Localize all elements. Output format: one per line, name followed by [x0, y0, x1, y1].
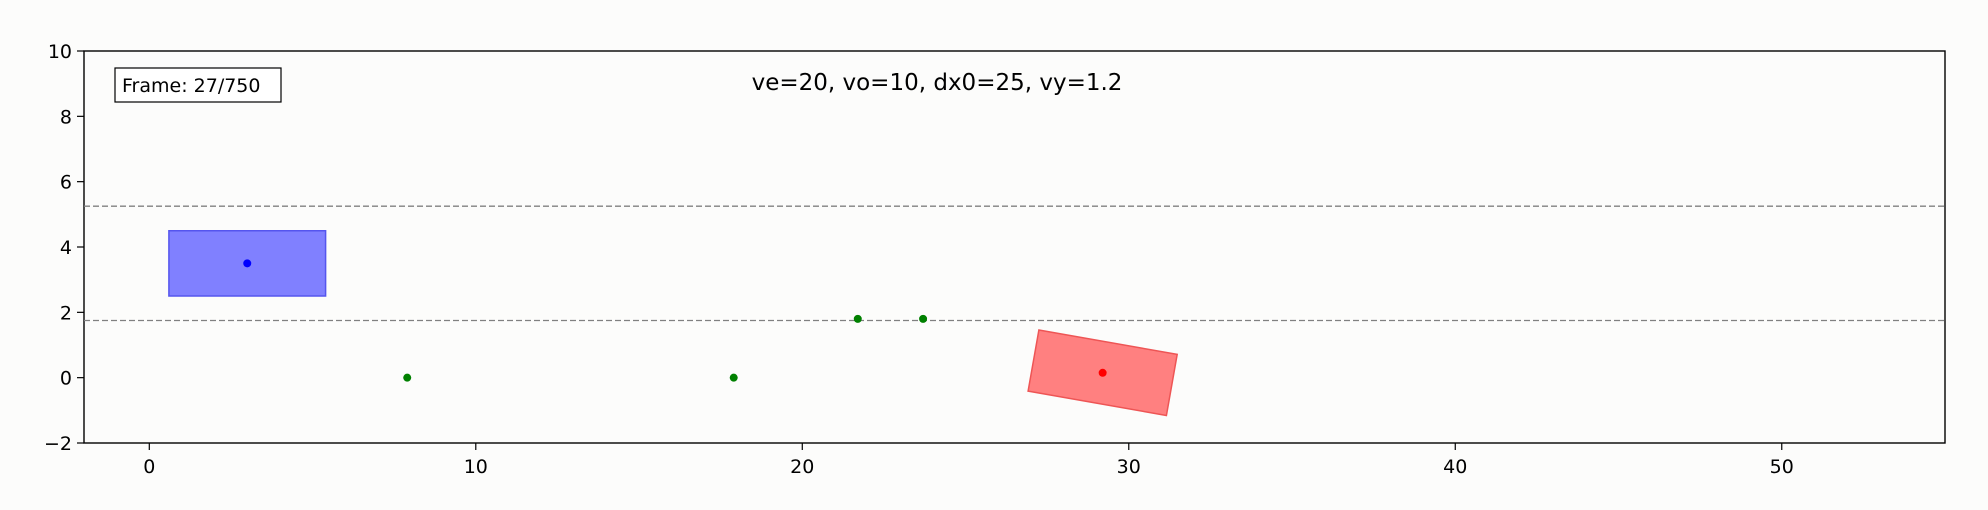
x-tick-label: 40	[1443, 456, 1467, 478]
waypoints	[403, 314, 928, 382]
waypoint-1	[729, 373, 738, 382]
x-tick-label: 30	[1117, 456, 1141, 478]
x-axis-ticks: 0 10 20 30 40 50	[143, 443, 1794, 478]
chart-title: ve=20, vo=10, dx0=25, vy=1.2	[752, 70, 1123, 96]
plot-axes-frame	[83, 50, 1946, 444]
y-tick-label: 6	[60, 172, 72, 194]
y-tick-label: 4	[60, 237, 72, 259]
x-tick-label: 10	[464, 456, 488, 478]
y-tick-label: 0	[60, 368, 72, 390]
waypoint-0	[403, 373, 412, 382]
y-axis-ticks: −2 0 2 4 6 8 10	[44, 41, 84, 455]
waypoint-3	[919, 314, 928, 323]
x-tick-label: 50	[1770, 456, 1794, 478]
y-tick-label: 8	[60, 106, 72, 128]
lane-lines	[84, 205, 1945, 322]
x-tick-label: 0	[143, 456, 155, 478]
y-tick-label: 10	[48, 41, 72, 63]
frame-counter-box	[114, 67, 282, 103]
x-tick-label: 20	[790, 456, 814, 478]
other-vehicle-center	[1098, 368, 1107, 377]
y-tick-label: −2	[44, 433, 72, 455]
y-tick-label: 2	[60, 302, 72, 324]
ego-vehicle	[168, 229, 327, 297]
waypoint-2	[853, 314, 862, 323]
other-vehicle	[1027, 329, 1179, 417]
ego-vehicle-center	[243, 259, 252, 268]
frame-counter: Frame: 27/750	[122, 75, 260, 97]
